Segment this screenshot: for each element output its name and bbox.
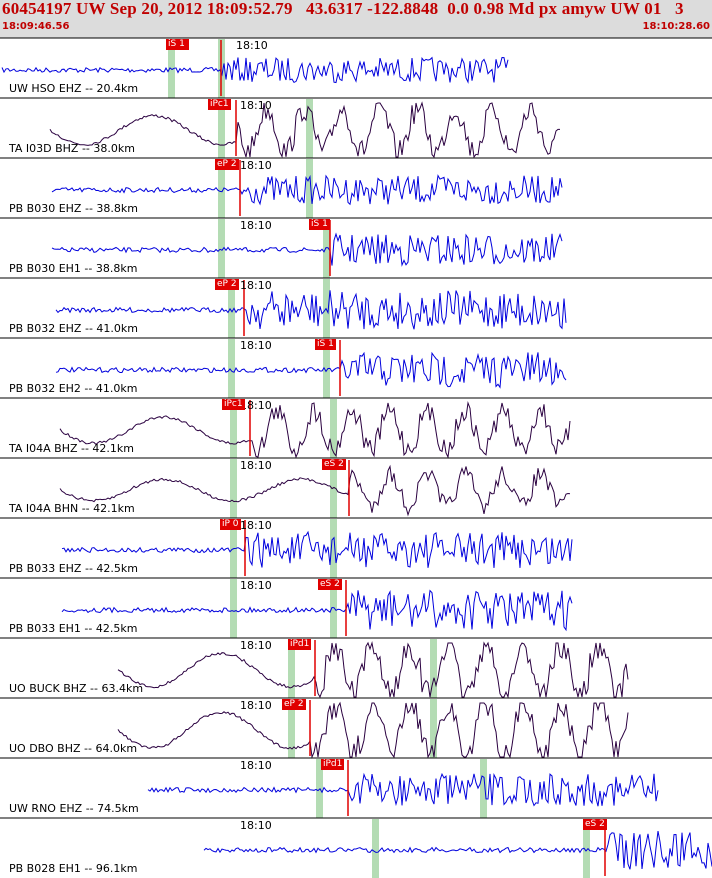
arrival-marker: [288, 639, 295, 698]
pick-label[interactable]: iS 1: [309, 219, 330, 230]
arrival-marker: [218, 219, 225, 278]
waveform-trace[interactable]: [1, 56, 509, 84]
waveform-trace[interactable]: [51, 174, 563, 206]
waveform-trace[interactable]: [61, 530, 573, 568]
waveform-trace[interactable]: [55, 351, 567, 389]
waveform-trace[interactable]: [203, 831, 712, 870]
pick-label[interactable]: eS 2: [322, 459, 346, 470]
station-label: PB B030 EHZ -- 38.8km: [9, 202, 138, 215]
pick-label[interactable]: eP 2: [282, 699, 306, 710]
waveform-trace[interactable]: [117, 641, 629, 699]
station-label: UW HSO EHZ -- 20.4km: [9, 82, 139, 95]
waveform-trace[interactable]: [59, 464, 571, 517]
time-tick-label: 18:10: [240, 579, 272, 592]
pick-label[interactable]: iPd1: [288, 639, 312, 650]
arrival-marker: [218, 99, 225, 158]
station-label: PB B030 EH1 -- 38.8km: [9, 262, 138, 275]
time-tick-label: 18:10: [240, 759, 272, 772]
waveform-trace[interactable]: [49, 101, 560, 159]
pick-label[interactable]: eP 2: [215, 159, 239, 170]
time-tick-label: 18:10: [240, 99, 272, 112]
arrival-marker: [330, 579, 337, 638]
waveform-trace[interactable]: [117, 701, 629, 759]
waveform-trace[interactable]: [147, 772, 659, 807]
arrival-marker: [218, 159, 225, 218]
event-title: 60454197 UW Sep 20, 2012 18:09:52.79 43.…: [2, 0, 684, 18]
arrival-marker: [230, 399, 237, 458]
pick-label[interactable]: iPc1: [208, 99, 231, 110]
pick-label[interactable]: iPd1: [321, 759, 345, 770]
arrival-marker: [228, 339, 235, 398]
station-label: PB B033 EH1 -- 42.5km: [9, 622, 138, 635]
time-tick-label: 18:10: [240, 399, 272, 412]
pick-label[interactable]: eS 2: [583, 819, 607, 830]
station-label: PB B032 EHZ -- 41.0km: [9, 322, 138, 335]
time-tick-label: 18:10: [240, 699, 272, 712]
station-label: UW RNO EHZ -- 74.5km: [9, 802, 139, 815]
pick-label[interactable]: iS 1: [166, 39, 187, 50]
arrival-marker: [372, 819, 379, 878]
time-tick-label: 18:10: [240, 339, 272, 352]
time-tick-label: 18:10: [236, 39, 268, 52]
station-label: TA I04A BHN -- 42.1km: [9, 502, 135, 515]
time-tick-label: 18:10: [240, 279, 272, 292]
station-label: PB B028 EH1 -- 96.1km: [9, 862, 138, 875]
waveform-trace[interactable]: [59, 401, 571, 459]
waveform-trace[interactable]: [55, 290, 567, 330]
arrival-marker: [330, 519, 337, 578]
time-tick-label: 18:10: [240, 819, 272, 832]
arrival-marker: [583, 819, 590, 878]
waveform-trace[interactable]: [51, 232, 563, 267]
pick-label[interactable]: eS 2: [318, 579, 342, 590]
time-tick-label: 18:10: [240, 519, 272, 532]
station-label: PB B033 EHZ -- 42.5km: [9, 562, 138, 575]
arrival-marker: [323, 219, 330, 278]
header-bar: 60454197 UW Sep 20, 2012 18:09:52.79 43.…: [0, 0, 712, 38]
time-tick-label: 18:10: [240, 219, 272, 232]
arrival-marker: [228, 279, 235, 338]
arrival-marker: [230, 579, 237, 638]
pick-label[interactable]: iP 0: [220, 519, 241, 530]
time-tick-label: 18:10: [240, 459, 272, 472]
arrival-marker: [480, 759, 487, 818]
pick-label[interactable]: eP 2: [215, 279, 239, 290]
start-time: 18:09:46.56: [2, 21, 70, 32]
arrival-marker: [323, 339, 330, 398]
time-tick-label: 18:10: [240, 159, 272, 172]
station-label: PB B032 EH2 -- 41.0km: [9, 382, 138, 395]
pick-label[interactable]: iS 1: [315, 339, 336, 350]
arrival-marker: [430, 699, 437, 758]
arrival-marker: [306, 159, 313, 218]
arrival-marker: [430, 639, 437, 698]
arrival-marker: [306, 99, 313, 158]
waveform-trace[interactable]: [61, 589, 573, 632]
pick-label[interactable]: iPc1: [222, 399, 245, 410]
station-label: UO DBO BHZ -- 64.0km: [9, 742, 138, 755]
end-time: 18:10:28.60: [642, 21, 710, 32]
arrival-marker: [330, 459, 337, 518]
time-tick-label: 18:10: [240, 639, 272, 652]
arrival-marker: [288, 699, 295, 758]
station-label: UO BUCK BHZ -- 63.4km: [9, 682, 144, 695]
station-label: TA I03D BHZ -- 38.0km: [9, 142, 135, 155]
arrival-marker: [330, 399, 337, 458]
station-label: TA I04A BHZ -- 42.1km: [9, 442, 135, 455]
arrival-marker: [230, 459, 237, 518]
arrival-marker: [316, 759, 323, 818]
